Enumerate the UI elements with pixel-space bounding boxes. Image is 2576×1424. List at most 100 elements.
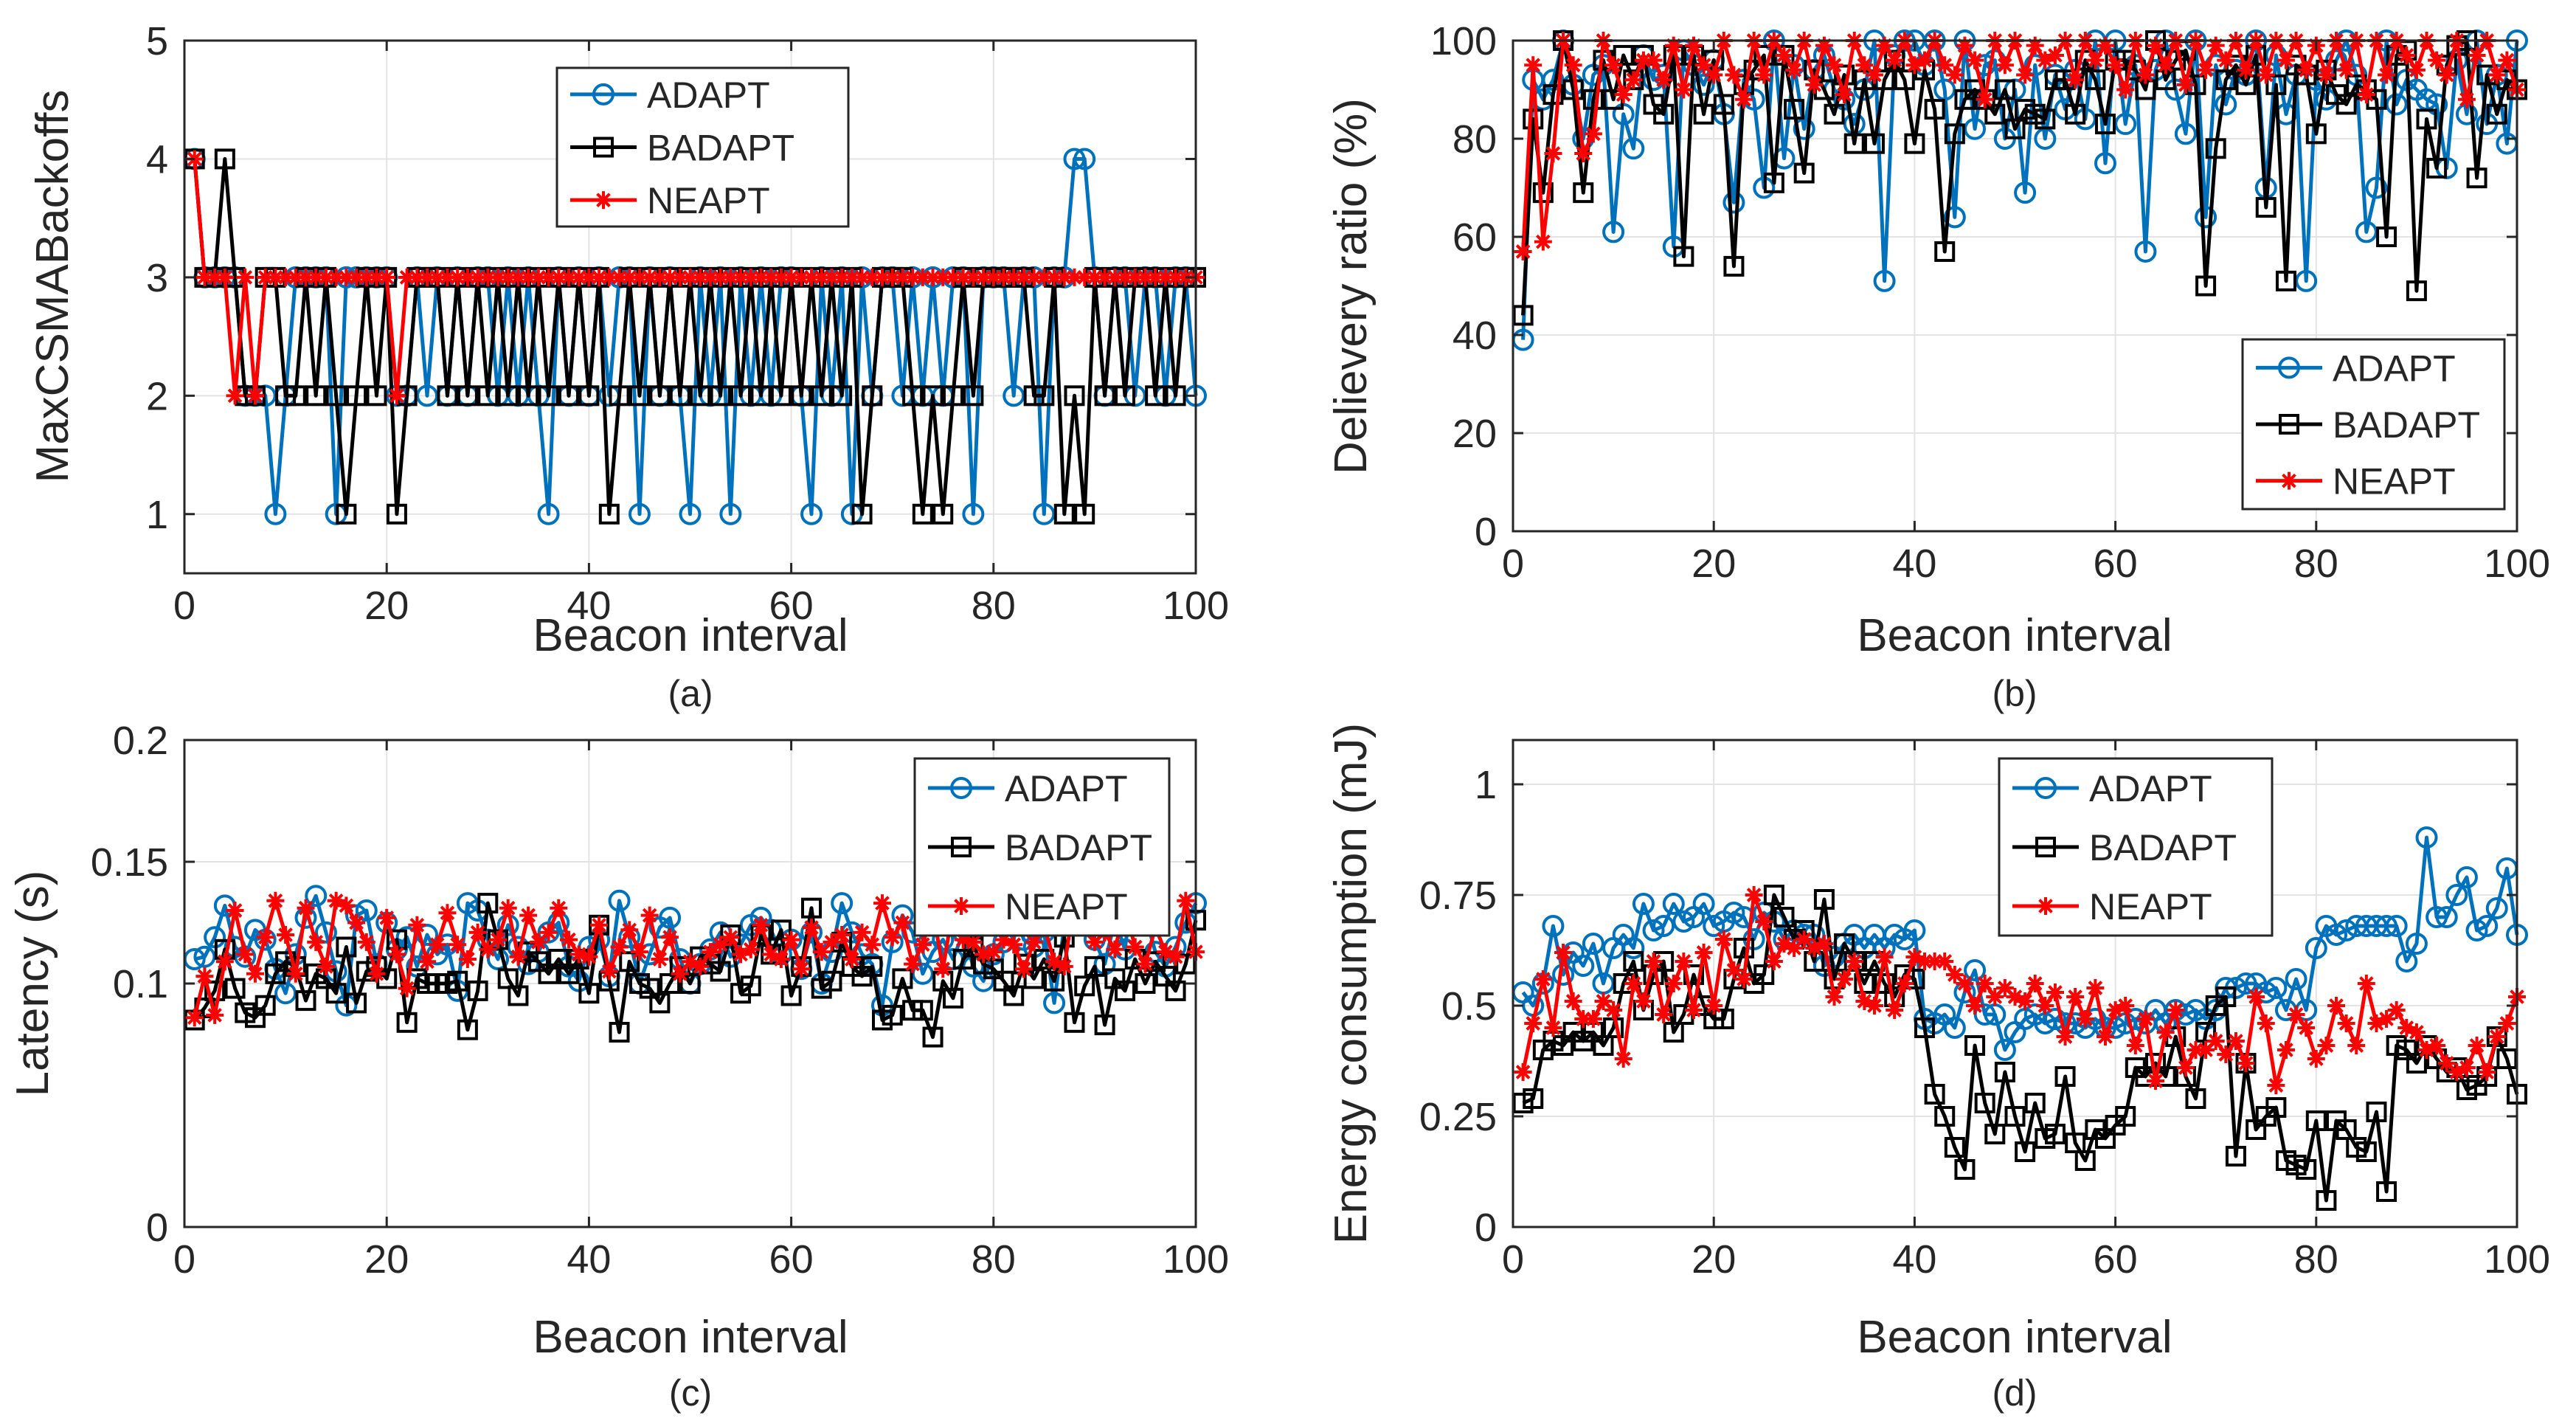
panel-a-data-point-neapt	[1106, 268, 1124, 286]
panel-d-data-point-neapt	[1945, 966, 1964, 984]
panel-c-y-tick-label: 0.1	[113, 962, 168, 1006]
panel-a-x-tick-label: 80	[972, 584, 1016, 628]
panel-b-data-point-badapt	[1934, 241, 1956, 262]
panel-d-data-point-badapt	[1994, 1062, 2015, 1082]
panel-a-data-point-neapt	[651, 268, 669, 286]
panel-c-data-point-neapt	[479, 940, 497, 958]
panel-c-legend-marker-neapt	[952, 897, 970, 915]
panel-a-data-point-badapt	[578, 385, 600, 407]
panel-a-data-point-badapt	[963, 385, 984, 407]
panel-c-data-point-neapt	[357, 933, 375, 951]
panel-c-data-point-neapt	[984, 943, 1003, 961]
panel-b-y-tick-label: 60	[1453, 215, 1497, 260]
panel-a-data-point-neapt	[964, 268, 983, 286]
panel-d-y-axis-label: Energy consumption (mJ)	[1326, 723, 1377, 1244]
panel-c-data-point-neapt	[1166, 947, 1185, 966]
panel-d-data-point-neapt	[2337, 1015, 2355, 1032]
panel-b-data-point-badapt	[2065, 103, 2086, 125]
panel-b-series-line-neapt	[1521, 38, 2519, 252]
panel-d-data-point-neapt	[2378, 1010, 2396, 1028]
panel-d-data-point-neapt	[2076, 1010, 2094, 1028]
panel-b-data-point-neapt	[2147, 36, 2165, 55]
panel-b-data-point-neapt	[2016, 66, 2035, 84]
panel-a-data-point-neapt	[256, 268, 274, 286]
panel-c-x-axis-label: Beacon interval	[533, 1312, 848, 1363]
panel-b-data-point-badapt	[1834, 64, 1855, 86]
panel-d-data-point-badapt	[2024, 1093, 2046, 1113]
panel-d-data-point-adapt	[2265, 977, 2288, 999]
panel-d-data-point-neapt	[1614, 1050, 1632, 1068]
panel-c-data-point-badapt	[942, 987, 963, 1009]
panel-d-data-point-adapt	[1883, 924, 1906, 946]
panel-d-data-point-neapt	[2147, 1072, 2165, 1090]
panel-b-data-point-badapt	[1653, 103, 1675, 125]
panel-b-data-point-neapt	[2276, 51, 2295, 69]
panel-c-data-point-neapt	[215, 953, 234, 971]
panel-d-data-point-badapt	[2376, 1181, 2397, 1202]
panel-c-data-point-neapt	[206, 1006, 224, 1024]
panel-c-data-point-neapt	[428, 936, 446, 954]
panel-d-data-point-neapt	[2006, 988, 2024, 1006]
panel-b-legend-marker-adapt	[2278, 356, 2300, 379]
panel-d-data-point-neapt	[1664, 975, 1683, 992]
panel-a-data-point-neapt	[1065, 268, 1084, 286]
panel-d-data-point-adapt	[1642, 919, 1665, 941]
panel-a-data-point-neapt	[550, 268, 568, 286]
panel-d-ticks: 0 20 40 60 80 100 0 0.25 0.5 0.75 1	[1419, 739, 2550, 1282]
panel-c-data-point-adapt	[911, 962, 934, 985]
panel-a-data-point-neapt	[1055, 268, 1073, 286]
panel-c-data-point-badapt	[1084, 955, 1105, 977]
panel-c-data-point-neapt	[792, 960, 811, 978]
panel-a-y-tick-label: 4	[146, 137, 168, 182]
panel-d-data-point-badapt	[2054, 1066, 2076, 1087]
panel-b-y-tick-label: 0	[1475, 510, 1497, 554]
panel-b-data-point-badapt	[1894, 69, 1915, 91]
panel-a-data-point-badapt	[932, 503, 954, 525]
panel-d-data-point-adapt	[1993, 1039, 2016, 1061]
panel-d-data-point-neapt	[1916, 953, 1934, 970]
panel-a-x-tick-label: 0	[173, 584, 195, 628]
panel-a-data-point-badapt	[1033, 385, 1055, 407]
panel-c-x-tick-label: 20	[364, 1237, 409, 1282]
panel-d-data-point-neapt	[2237, 1054, 2255, 1072]
panel-c-data-point-neapt	[954, 930, 972, 949]
panel-d-data-point-adapt	[1622, 937, 1645, 959]
panel-d-y-tick-label: 0	[1475, 1206, 1497, 1250]
panel-a-data-point-neapt	[529, 268, 547, 286]
panel-a-data-point-neapt	[974, 268, 993, 286]
panel-a-axes-box	[183, 39, 1197, 575]
panel-b-y-tick-label: 100	[1430, 19, 1497, 63]
panel-a-data-point-adapt	[537, 502, 560, 525]
panel-a-data-point-neapt	[316, 268, 335, 286]
panel-d-data-point-neapt	[1694, 944, 1713, 961]
panel-a-data-point-adapt	[1033, 502, 1056, 525]
panel-d-data-point-neapt	[1956, 975, 1974, 992]
panel-a-data-point-neapt	[509, 268, 527, 286]
panel-b-data-point-badapt	[2305, 123, 2327, 145]
panel-b-data-point-adapt	[2365, 176, 2388, 199]
panel-b-data-point-neapt	[2317, 66, 2336, 84]
panel-d-data-point-neapt	[2106, 1001, 2125, 1019]
panel-c-data-point-badapt	[508, 985, 529, 1006]
panel-b-data-point-neapt	[1976, 90, 1994, 108]
panel-a-data-point-badapt	[690, 385, 711, 407]
panel-d-data-point-adapt	[2234, 972, 2257, 995]
panel-c-data-point-adapt	[355, 899, 378, 922]
panel-c-data-point-badapt	[224, 978, 246, 999]
panel-a-data-point-neapt	[671, 268, 689, 286]
panel-c-legend: ADAPT BADAPT NEAPT	[913, 757, 1171, 937]
panel-a-data-point-badapt	[366, 385, 387, 407]
panel-d-data-point-neapt	[2498, 1015, 2516, 1032]
panel-b-data-point-badapt	[2004, 118, 2026, 139]
panel-c-data-point-neapt	[974, 945, 993, 964]
panel-c-data-point-badapt	[1044, 970, 1065, 992]
panel-c-data-point-neapt	[1156, 943, 1174, 961]
panel-d-data-point-adapt	[1542, 915, 1565, 937]
panel-c-data-point-neapt	[600, 962, 618, 981]
panel-b-y-tick-label: 20	[1453, 412, 1497, 456]
panel-c-data-point-neapt	[711, 936, 730, 954]
panel-d-data-point-badapt	[1954, 1159, 1976, 1180]
panel-a-data-point-neapt	[721, 268, 740, 286]
panel-a-data-point-neapt	[842, 268, 861, 286]
panel-c-data-point-neapt	[1005, 936, 1023, 954]
